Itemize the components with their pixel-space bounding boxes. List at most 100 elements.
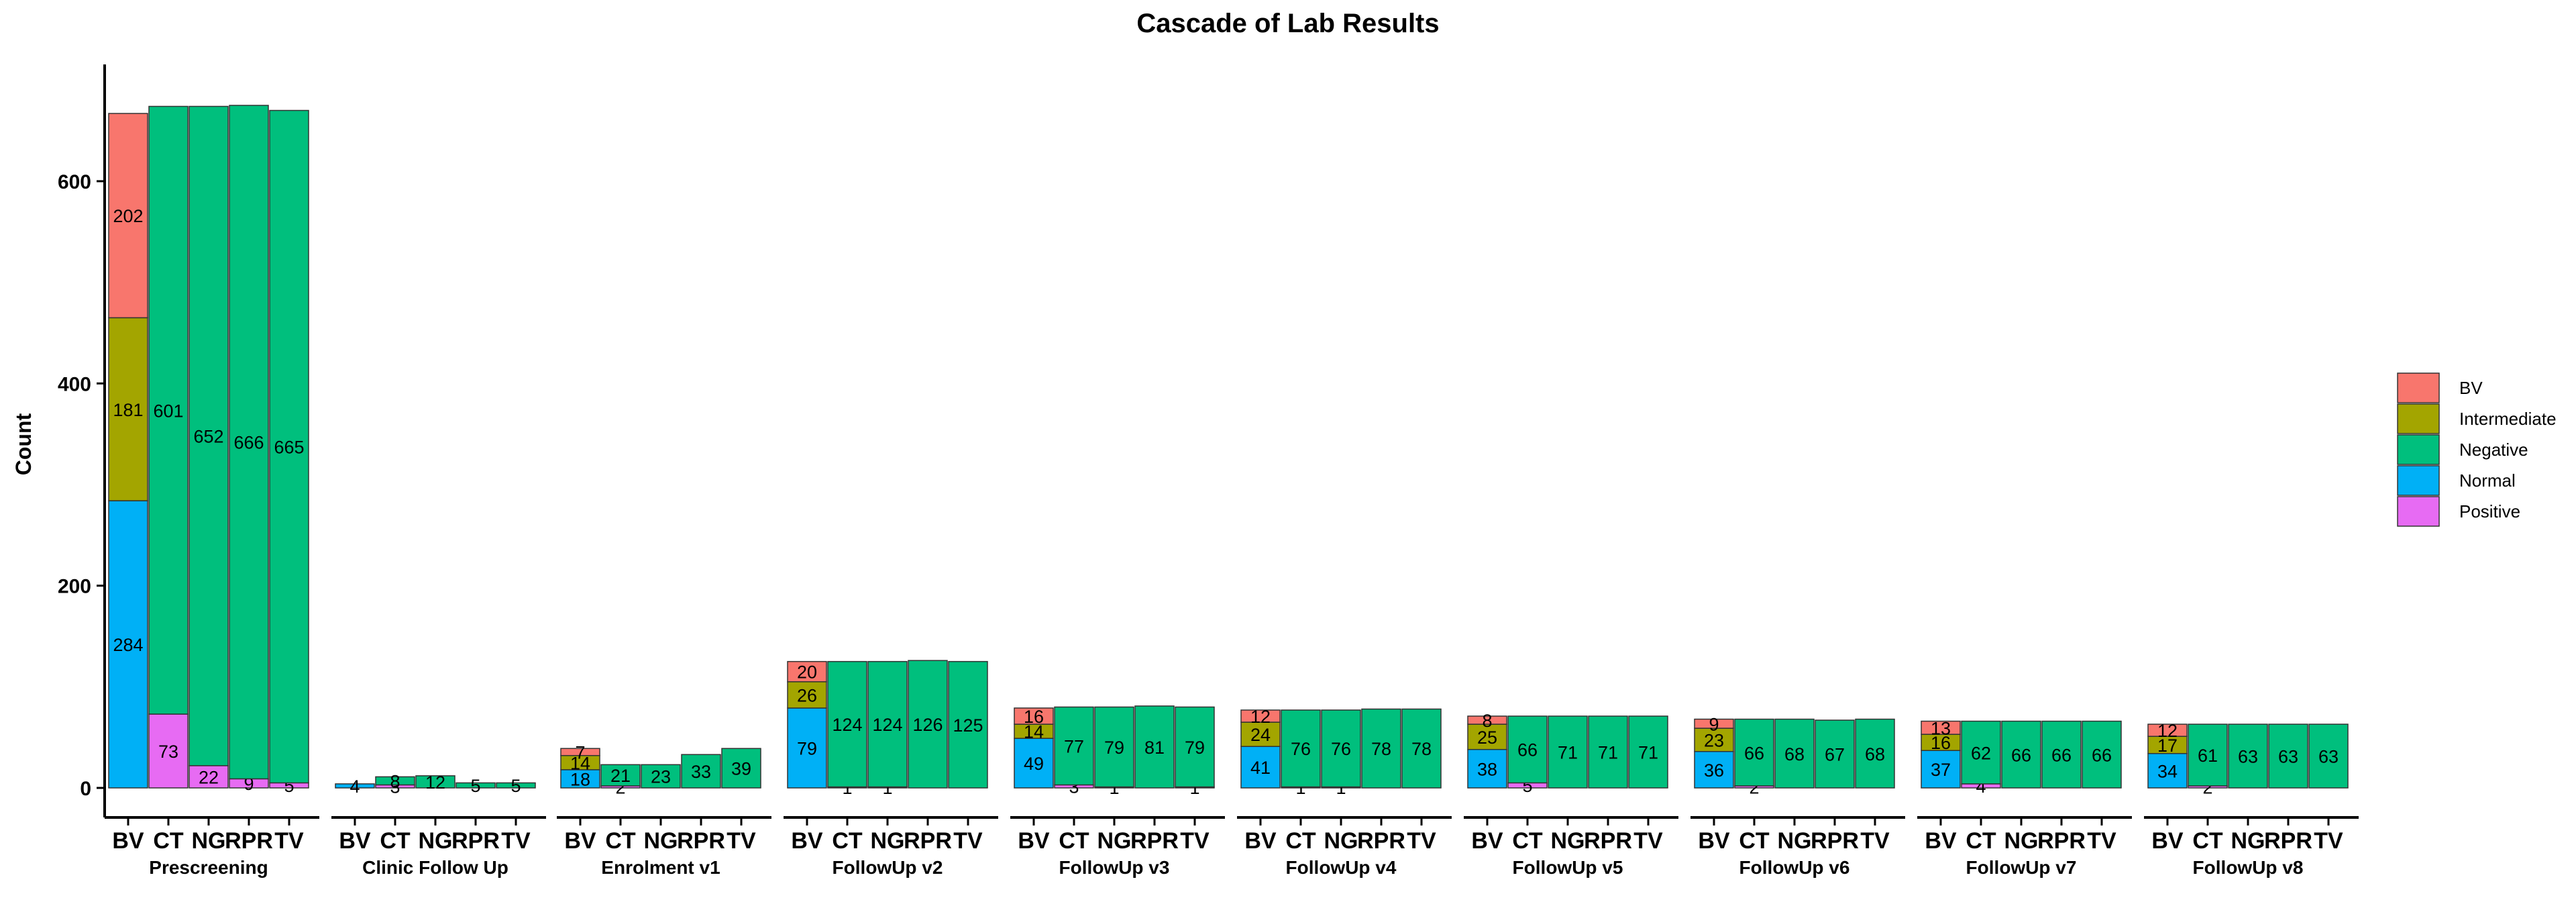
bar-segment-negative [1321,709,1361,788]
data-label: 284 [113,635,143,655]
x-tick-label: CT [1512,828,1543,854]
facet-panel: 36 239 BV 266 CT 68 NG 67 RPR 68 TV FollowUp v6 [1690,714,1905,878]
x-tick-label: NG [1097,828,1132,854]
stacked-bar: 63 [2228,723,2268,789]
x-tick-label: NG [2231,828,2265,854]
data-label: 23 [651,767,671,787]
stacked-bar: 12 [415,772,455,793]
x-tick-label: RPR [1130,828,1179,854]
legend-item: BV [2397,372,2483,403]
bar-segment-normal [1240,746,1281,789]
bar-segment-negative [2308,723,2349,789]
bar-segment-normal [335,783,375,789]
data-label: 67 [1825,745,1845,765]
data-label: 24 [1250,725,1271,745]
legend-label: Normal [2459,470,2516,491]
x-tick-label: CT [1966,828,1996,854]
bar-segment-negative [2041,720,2082,789]
data-label: 61 [2198,746,2218,766]
data-label: 78 [1411,739,1432,759]
x-tick-label: RPR [451,828,500,854]
stacked-bar: 39 [721,748,761,789]
data-label: 66 [1517,740,1538,760]
bar-segment-negative [867,660,908,788]
data-label: 68 [1784,744,1805,764]
bar-segment-negative [1401,708,1442,789]
legend-label: Intermediate [2459,409,2557,429]
data-label: 666 [233,433,264,453]
x-tick-label: CT [1285,828,1316,854]
y-tick-label: 200 [58,576,91,598]
legend-item: Normal [2397,465,2516,496]
x-tick-label: RPR [1357,828,1405,854]
stacked-bar: 126 [908,660,948,789]
facet-panel: 4 BV 38 CT 12 NG 5 RPR 5 TV Clinic Follow Up [331,771,546,878]
data-label: 41 [1250,758,1271,778]
legend-item: Negative [2397,434,2528,465]
bar-segment-negative [1734,718,1774,787]
bar-segment-normal [560,769,600,789]
legend-label: Positive [2459,501,2520,521]
x-tick-label: RPR [2264,828,2312,854]
data-label: 652 [193,427,223,447]
data-label: 17 [2157,736,2178,756]
bar-segment-negative [415,775,455,789]
data-label: 5 [511,776,521,796]
bar-segment-negative [827,660,867,788]
bar-segment-bv [108,113,148,319]
x-tick-label: RPR [2037,828,2086,854]
x-tick-label: BV [2151,828,2184,854]
data-label: 12 [2157,721,2178,741]
data-label: 8 [390,771,400,791]
facet-label: FollowUp v4 [1286,857,1397,878]
bar-segment-normal [1921,750,1961,789]
data-label: 665 [274,438,304,458]
x-tick-label: BV [1698,828,1730,854]
stacked-bar: 67 [1815,719,1855,789]
data-label: 81 [1144,738,1165,758]
data-label: 22 [199,767,219,787]
stacked-bar: 78 [1361,708,1401,789]
bar-segment-negative [1588,715,1628,789]
data-label: 66 [2092,745,2112,765]
stacked-bar: 71 [1548,715,1588,789]
stacked-bar: 36 239 [1694,714,1734,789]
stacked-bar: 73 601 [148,105,189,789]
data-label: 36 [1704,760,1724,781]
legend: BV Intermediate Negative Normal Positive [2397,372,2557,527]
data-label: 18 [570,769,590,789]
bar-segment-negative [1855,718,1895,789]
stacked-bar: 284 181 202 [108,113,148,789]
data-label: 79 [1104,738,1124,758]
x-tick-label: CT [605,828,636,854]
bar-segment-negative [148,105,189,715]
x-tick-label: TV [501,828,531,854]
stacked-bar: 176 [1321,709,1361,798]
x-tick-label: TV [274,828,304,854]
bar-segment-normal [108,500,148,789]
stacked-bar: 71 [1588,715,1628,789]
stacked-bar: 71 [1628,715,1668,789]
x-tick-label: RPR [904,828,952,854]
data-label: 4 [350,776,360,797]
stacked-bar: 5 [455,776,496,796]
bar-segment-bv [1694,718,1734,729]
data-label: 66 [2011,745,2031,765]
chart-title: Cascade of Lab Results [1136,9,1439,38]
bar-segment-negative [2228,723,2268,789]
data-label: 68 [1865,744,1885,764]
legend-swatch [2397,434,2440,465]
stacked-bar: 78 [1401,708,1442,789]
x-tick-label: NG [1551,828,1585,854]
bar-segment-negative [496,782,536,789]
bar-segment-negative [681,754,721,789]
x-tick-label: NG [871,828,905,854]
bar-segment-negative [229,105,269,780]
